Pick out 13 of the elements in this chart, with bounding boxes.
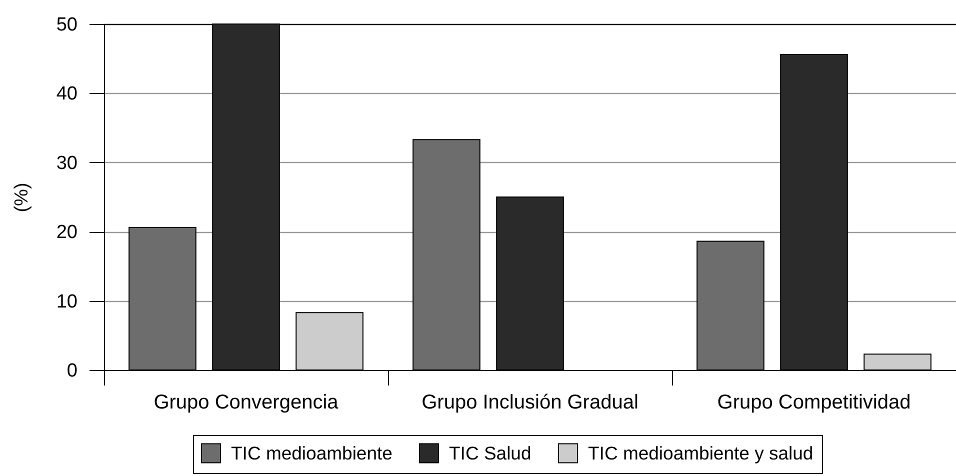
legend-label: TIC medioambiente y salud bbox=[588, 442, 814, 464]
y-tick-label: 10 bbox=[56, 291, 78, 312]
x-tick-label: Grupo Inclusión Gradual bbox=[422, 392, 638, 414]
y-tick-label: 30 bbox=[56, 152, 78, 174]
y-tick-label: 0 bbox=[66, 360, 78, 382]
y-tick-label: 50 bbox=[56, 14, 78, 36]
y-tick-label: 40 bbox=[56, 84, 78, 105]
x-tick-label: Grupo Competitividad bbox=[717, 392, 911, 414]
y-tick-label: 20 bbox=[56, 222, 78, 244]
legend-label: TIC medioambiente bbox=[231, 442, 392, 464]
legend-label: TIC Salud bbox=[449, 442, 532, 464]
y-axis-title: (%) bbox=[11, 182, 32, 212]
x-tick-label: Grupo Convergencia bbox=[154, 392, 340, 414]
